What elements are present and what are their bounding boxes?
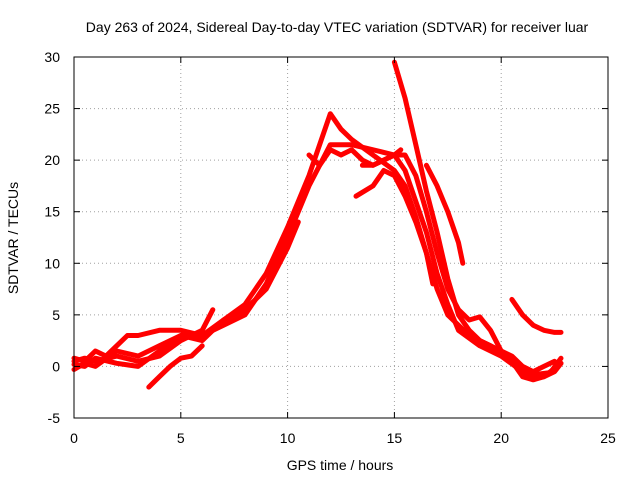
x-tick-label: 0 (70, 430, 78, 446)
x-tick-label: 15 (387, 430, 403, 446)
series-line-4 (71, 219, 301, 369)
y-tick-label: 5 (52, 307, 60, 323)
series-line-11 (509, 296, 564, 335)
ticks (73, 56, 609, 419)
chart-title: Day 263 of 2024, Sidereal Day-to-day VTE… (86, 19, 589, 35)
series-line-10 (423, 162, 466, 266)
y-tick-label: 20 (44, 152, 60, 168)
y-tick-label: 30 (44, 49, 60, 65)
y-axis-title: SDTVAR / TECUs (5, 182, 21, 294)
x-axis-title: GPS time / hours (287, 457, 394, 473)
x-tick-label: 20 (493, 430, 509, 446)
grid (74, 57, 608, 418)
series-layer (71, 59, 564, 390)
y-tick-label: -5 (48, 410, 61, 426)
y-tick-label: 0 (52, 358, 60, 374)
y-tick-label: 15 (44, 204, 60, 220)
y-tick-labels: -5 0 5 10 15 20 25 30 (44, 49, 60, 426)
x-tick-label: 5 (177, 430, 185, 446)
x-tick-label: 25 (600, 430, 616, 446)
x-tick-label: 10 (280, 430, 296, 446)
x-tick-labels: 0 5 10 15 20 25 (70, 430, 616, 446)
plot-frame (73, 56, 609, 419)
series-line-9 (391, 59, 558, 375)
series-line-5 (146, 343, 205, 390)
series-line-1 (71, 142, 564, 382)
y-tick-label: 10 (44, 255, 60, 271)
series-line-7 (359, 152, 564, 383)
y-tick-label: 25 (44, 101, 60, 117)
series-line-8 (353, 168, 436, 287)
